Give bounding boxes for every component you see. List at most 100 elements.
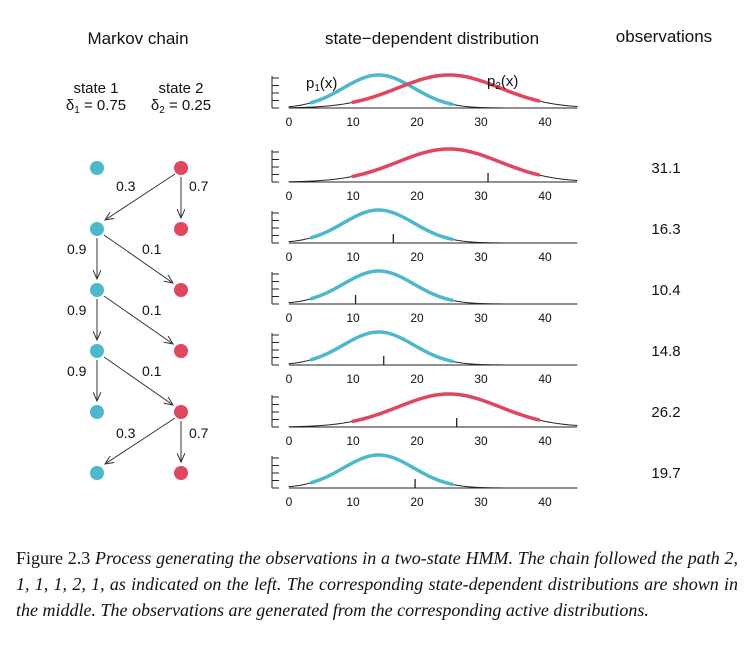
x-tick-label: 20 [410,311,424,325]
node-t1-s2 [174,161,188,175]
observation-value: 26.2 [651,404,680,421]
prob-label: 0.9 [67,241,87,257]
prob-label: 0.3 [116,425,136,441]
caption-text: Process generating the observations in a… [16,548,738,620]
x-tick-label: 20 [410,115,424,129]
density-p1-tail [288,331,578,366]
x-tick-label: 10 [346,434,360,448]
x-tick-label: 0 [286,434,293,448]
x-tick-label: 10 [346,311,360,325]
x-tick-label: 20 [410,372,424,386]
node-t4-s2 [174,344,188,358]
node-t3-s1 [90,283,104,297]
observation-value: 14.8 [651,343,680,360]
node-t2-s2 [174,222,188,236]
x-tick-label: 30 [474,189,488,203]
x-tick-label: 10 [346,115,360,129]
x-tick-label: 40 [538,372,552,386]
x-tick-label: 0 [286,189,293,203]
delta1-label: δ1 = 0.75 [66,97,126,116]
density-p1 [309,73,454,107]
x-tick-label: 40 [538,115,552,129]
density-p2-tail [288,393,578,428]
node-t5-s1 [90,405,104,419]
node-t3-s2 [174,283,188,297]
x-tick-label: 30 [474,372,488,386]
prob-label: 0.9 [67,302,87,318]
x-tick-label: 10 [346,189,360,203]
density-p2 [351,392,541,424]
caption-label: Figure 2.3 [16,548,91,568]
arrow-t5-to-s1 [105,417,176,464]
node-t4-s1 [90,344,104,358]
node-t6-s2 [174,466,188,480]
density-p1 [309,208,454,242]
x-tick-label: 20 [410,434,424,448]
node-t1-s1 [90,161,104,175]
p1-label: p1(x) [306,75,337,94]
observation-values: 31.1 16.3 10.4 14.8 26.2 19.7 [651,160,680,482]
node-t5-s2 [174,405,188,419]
prob-label: 0.1 [142,241,162,257]
density-p1-tail [288,270,578,305]
arrow-t4-to-s2 [103,356,173,405]
density-panel-step-5: 0 10 20 30 40 [271,392,578,448]
observation-value: 19.7 [651,465,680,482]
density-panel-step-6: 0 10 20 30 40 [271,453,578,509]
x-tick-label: 30 [474,434,488,448]
delta2-label: δ2 = 0.25 [151,97,211,116]
density-panel-step-4: 0 10 20 30 40 [271,330,578,386]
observation-value: 16.3 [651,221,680,238]
density-panel-step-2: 0 10 20 30 40 [271,208,578,264]
x-tick-label: 30 [474,115,488,129]
heading-markov-chain: Markov chain [87,29,188,48]
x-tick-label: 0 [286,311,293,325]
heading-distribution: state−dependent distribution [325,29,539,48]
density-panel-step-1: 0 10 20 30 40 [271,147,578,203]
density-p2-tail [288,148,578,183]
density-p1-tail [288,454,578,489]
node-t2-s1 [90,222,104,236]
chain-arrows [97,173,181,464]
density-p1 [309,330,454,364]
x-tick-label: 20 [410,495,424,509]
observation-value: 31.1 [651,160,680,177]
x-tick-label: 30 [474,495,488,509]
prob-label: 0.1 [142,363,162,379]
x-tick-label: 40 [538,311,552,325]
arrow-t2-to-s2 [103,234,173,283]
p2-label: p2(x) [487,73,518,92]
arrow-t1-to-s1 [105,173,176,220]
density-panel-step-3: 0 10 20 30 40 [271,269,578,325]
x-tick-label: 10 [346,495,360,509]
prob-label: 0.3 [116,178,136,194]
density-p2 [351,73,541,105]
x-tick-label: 10 [346,372,360,386]
state2-label: state 2 [158,80,203,97]
density-p1-tail [288,209,578,244]
x-tick-label: 40 [538,250,552,264]
density-panels: 0 10 20 30 40 0 10 20 30 40 0 10 20 30 40 0 10 20 30 40 0 10 2… [271,73,578,509]
chain-nodes [90,161,188,480]
x-tick-label: 0 [286,495,293,509]
x-tick-label: 20 [410,250,424,264]
density-panel-both: 0 10 20 30 40 [271,73,578,129]
x-tick-label: 10 [346,250,360,264]
x-tick-label: 0 [286,115,293,129]
x-tick-label: 20 [410,189,424,203]
prob-label: 0.9 [67,363,87,379]
state1-label: state 1 [73,80,118,97]
x-tick-label: 40 [538,189,552,203]
x-tick-label: 30 [474,250,488,264]
density-p1 [309,269,454,303]
prob-label: 0.1 [142,302,162,318]
prob-label: 0.7 [189,425,209,441]
hmm-figure: Markov chain state−dependent distributio… [66,27,712,509]
heading-observations: observations [616,27,712,46]
x-tick-label: 40 [538,495,552,509]
x-tick-label: 0 [286,372,293,386]
x-tick-label: 30 [474,311,488,325]
observation-value: 10.4 [651,282,680,299]
x-tick-label: 40 [538,434,552,448]
node-t6-s1 [90,466,104,480]
